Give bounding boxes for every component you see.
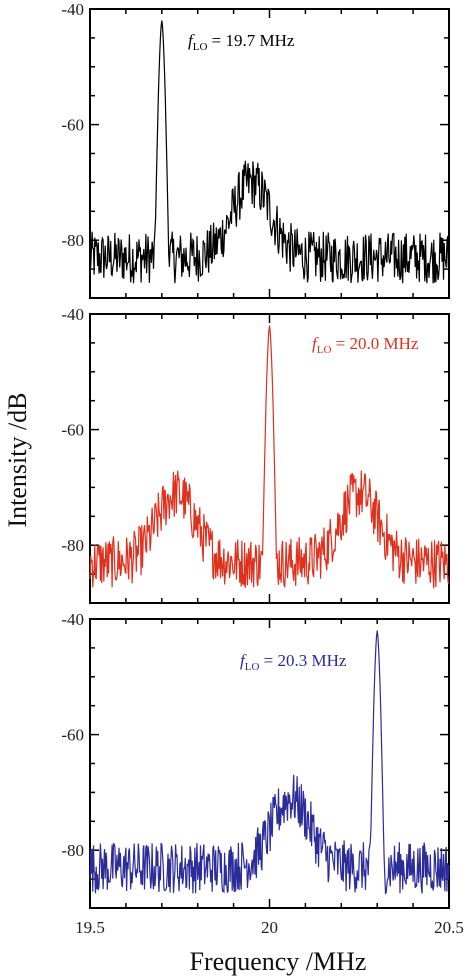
x-tick-label: 20 <box>261 918 278 937</box>
y-tick-label: -60 <box>61 726 84 745</box>
spectrum-trace-3 <box>89 630 450 895</box>
panels-group: -40 -60 -80 fLO = 19.7 MHz -40 -60 -80 fLO = 20… <box>61 0 464 937</box>
y-tick-label: -80 <box>61 536 84 555</box>
y-tick-label: -80 <box>61 231 84 250</box>
spectrum-trace-2 <box>89 325 450 589</box>
x-tick-label: 20.5 <box>434 918 464 937</box>
y-tick-label: -40 <box>61 305 84 324</box>
lo-frequency-annotation: fLO = 20.3 MHz <box>240 651 347 673</box>
lo-frequency-annotation: fLO = 20.0 MHz <box>312 334 419 356</box>
y-tick-label: -40 <box>61 610 84 629</box>
y-tick-label: -60 <box>61 116 84 135</box>
y-tick-label: -40 <box>61 0 84 19</box>
lo-frequency-annotation: fLO = 19.7 MHz <box>188 31 295 53</box>
x-tick-label: 19.5 <box>75 918 105 937</box>
panel-frame-2 <box>89 313 450 604</box>
y-tick-label: -80 <box>61 841 84 860</box>
y-axis-title: Intensity /dB <box>3 392 32 527</box>
spectrum-trace-1 <box>89 20 450 284</box>
x-axis-title: Frequency /MHz <box>190 947 367 976</box>
y-tick-label: -60 <box>61 421 84 440</box>
